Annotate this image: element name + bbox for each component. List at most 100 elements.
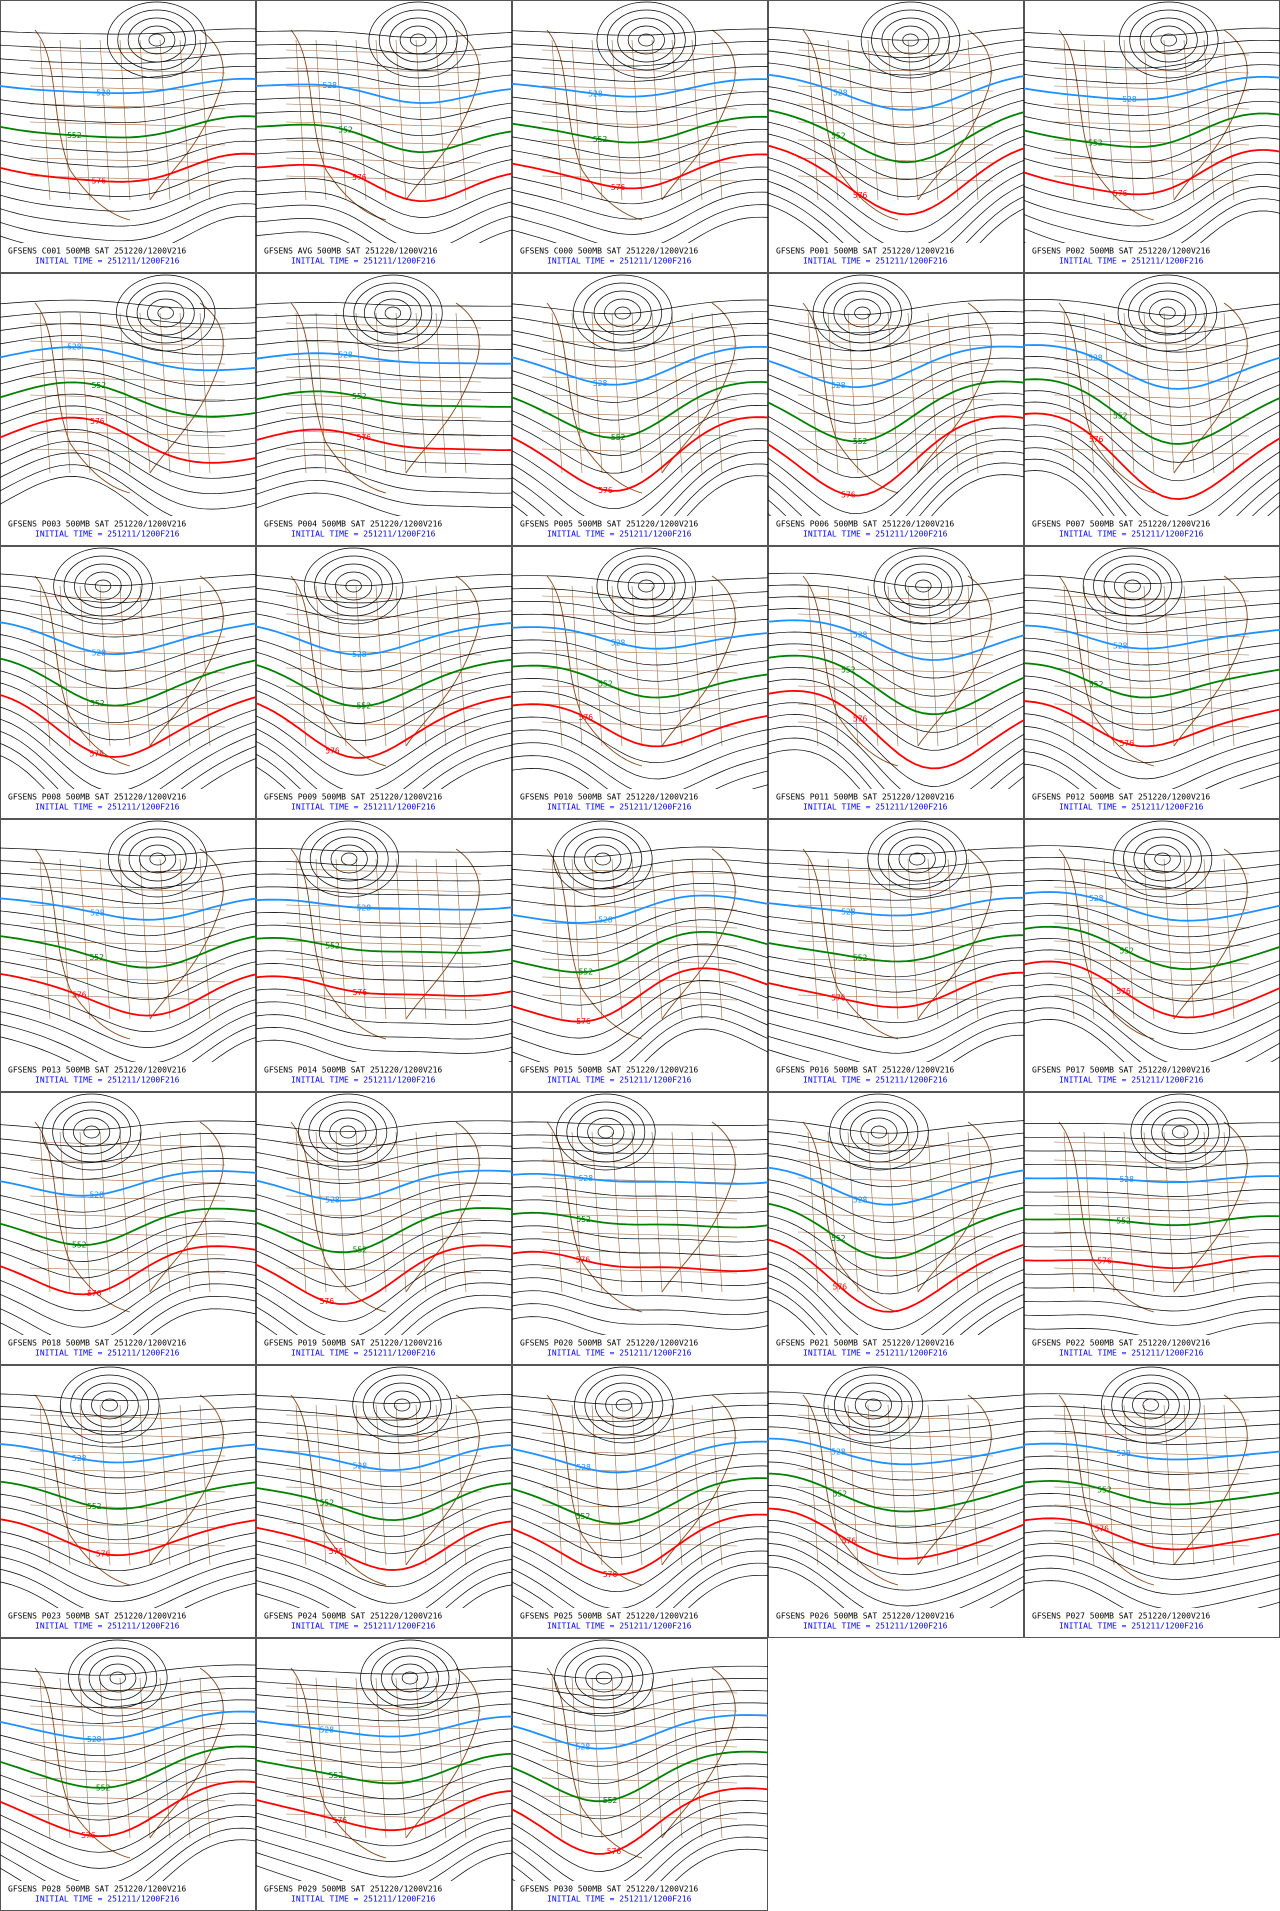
height-contour: [512, 980, 768, 1039]
low-contour: [370, 1647, 450, 1709]
low-contour: [373, 1382, 432, 1428]
height-contour: [1024, 100, 1280, 132]
low-contour: [573, 836, 632, 882]
height-contour: [0, 1120, 256, 1131]
low-contour: [850, 1109, 908, 1155]
height-contour: [512, 216, 768, 243]
contour-label: 528: [598, 916, 613, 925]
panel-border: [512, 1092, 768, 1365]
height-contour: [512, 601, 768, 617]
low-contour: [881, 17, 940, 63]
low-contour: [564, 1647, 644, 1709]
height-contour: [512, 103, 768, 128]
key-contour: [0, 1170, 256, 1197]
low-contour: [1151, 1109, 1210, 1155]
height-contour: [256, 1001, 512, 1025]
map-outline: [1053, 585, 1250, 747]
map-outline: [541, 1131, 738, 1293]
height-contour: [256, 1559, 512, 1608]
height-contour: [1024, 137, 1280, 179]
key-contour: [256, 1207, 512, 1254]
height-contour: [1024, 198, 1280, 243]
height-contour: [0, 1295, 256, 1335]
initial-time: INITIAL TIME = 251211/1200F216: [547, 257, 692, 266]
panel-title: GFSENS P013 500MB SAT 251220/1200V216: [8, 1066, 186, 1075]
contour-label: 576: [90, 417, 105, 426]
height-contour: [512, 846, 768, 858]
low-contour: [854, 1390, 892, 1420]
height-contour: [768, 1414, 1024, 1434]
initial-time: INITIAL TIME = 251211/1200F216: [35, 1076, 180, 1085]
height-contour: [1024, 856, 1280, 873]
initial-time: INITIAL TIME = 251211/1200F216: [291, 1622, 436, 1631]
height-contour: [768, 1227, 1024, 1295]
height-contour: [768, 859, 1024, 870]
key-contour: [512, 967, 768, 1023]
low-contour: [74, 563, 133, 609]
initial-time: INITIAL TIME = 251211/1200F216: [291, 1895, 436, 1904]
panel-border: [768, 819, 1024, 1092]
height-contour: [0, 706, 256, 775]
low-contour: [556, 1093, 656, 1171]
height-contour: [0, 1456, 256, 1479]
initial-time: INITIAL TIME = 251211/1200F216: [291, 803, 436, 812]
height-contour: [256, 586, 512, 604]
height-contour: [1024, 1405, 1280, 1415]
height-contour: [512, 1836, 768, 1881]
height-contour: [512, 755, 768, 789]
contour-label: 552: [598, 679, 613, 688]
map-outline: [29, 1404, 226, 1566]
height-contour: [256, 1495, 512, 1538]
panel: 528 552 576 GFSENS C000 500MB SAT 251220/12…: [512, 0, 768, 273]
height-contour: [256, 1533, 512, 1588]
key-contour: [1024, 76, 1280, 101]
height-contour: [768, 86, 1024, 128]
height-contour: [768, 631, 1024, 679]
key-contour: [512, 1714, 768, 1750]
key-contour: [256, 390, 512, 408]
low-contour: [1138, 290, 1197, 336]
height-contour: [768, 725, 1024, 789]
map: 528 552 576: [0, 1366, 256, 1608]
contour-label: 552: [853, 437, 868, 446]
height-contour: [256, 492, 402, 516]
height-contour: [512, 1429, 768, 1456]
height-contour: [512, 1502, 768, 1558]
height-contour: [0, 573, 256, 586]
low-contour: [1124, 579, 1141, 593]
height-contour: [256, 151, 512, 186]
height-contour: [512, 28, 768, 36]
contour-label: 552: [352, 392, 367, 401]
key-contour: [256, 1244, 512, 1305]
contour-label: 552: [72, 1241, 87, 1250]
height-contour: [1024, 458, 1280, 516]
height-contour: [512, 1416, 768, 1439]
height-contour: [0, 440, 256, 495]
height-contour: [512, 1290, 768, 1316]
height-contour: [0, 323, 256, 340]
panel-title: GFSENS P012 500MB SAT 251220/1200V216: [1032, 793, 1210, 802]
height-contour: [512, 1316, 607, 1335]
panel-title: GFSENS P021 500MB SAT 251220/1200V216: [776, 1339, 954, 1348]
key-contour: [0, 973, 256, 1017]
height-contour: [256, 1132, 512, 1150]
height-contour: [0, 405, 256, 448]
panel-border: [0, 273, 256, 546]
low-contour: [1118, 1, 1219, 79]
panel-title: GFSENS P024 500MB SAT 251220/1200V216: [264, 1612, 442, 1621]
height-contour: [256, 988, 512, 1011]
low-contour: [52, 1101, 131, 1163]
height-contour: [512, 1665, 768, 1679]
key-contour: [256, 1520, 512, 1571]
height-contour: [1024, 650, 1280, 682]
height-contour: [0, 1145, 256, 1164]
key-contour: [0, 1518, 256, 1557]
key-contour: [256, 1715, 512, 1738]
contour-label: 576: [1089, 435, 1104, 444]
height-contour: [768, 1263, 1024, 1335]
height-contour: [256, 340, 512, 350]
panel: 528 552 576 GFSENS P027 500MB SAT 251220/12…: [1024, 1365, 1280, 1638]
contour-label: 552: [593, 135, 608, 144]
height-contour: [256, 1145, 512, 1167]
